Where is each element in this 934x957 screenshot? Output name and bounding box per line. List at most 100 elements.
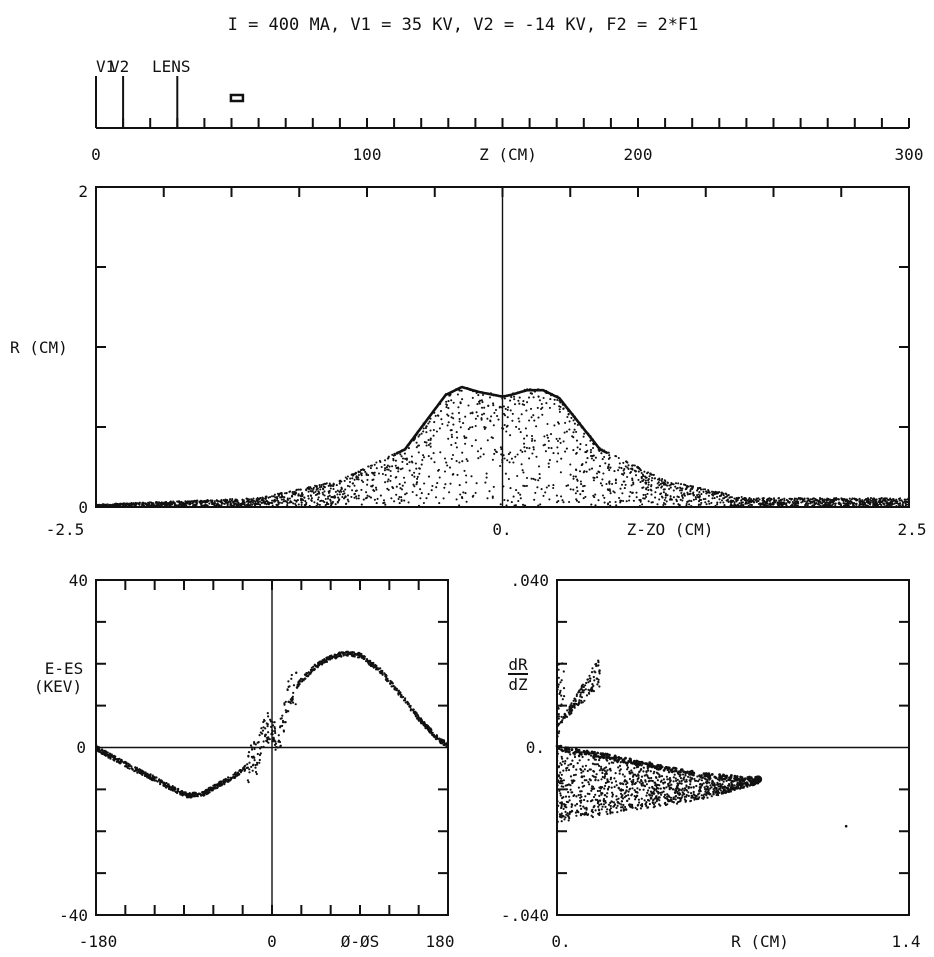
drdz-point (590, 789, 593, 792)
energy-point (273, 739, 276, 742)
r-vs-z-point (369, 467, 372, 470)
energy-point (287, 700, 290, 704)
drdz-point (579, 793, 582, 797)
drdz-point (730, 782, 733, 785)
r-vs-z-point (682, 483, 686, 486)
r-vs-z-point (467, 404, 470, 407)
drdz-point (560, 816, 563, 819)
drdz-point (590, 787, 593, 790)
drdz-point (615, 784, 618, 787)
r-vs-z-point (434, 414, 437, 417)
r-vs-z-point (584, 495, 587, 498)
r-vs-z-point (457, 406, 460, 409)
drdz-point (567, 764, 570, 767)
r-vs-z-point (463, 436, 466, 440)
r-vs-z-point (234, 502, 237, 505)
drdz-point (625, 785, 629, 789)
r-vs-z-point (714, 504, 717, 507)
energy-point (264, 727, 267, 730)
r-vs-z-point (313, 501, 316, 504)
r-vs-z-point (348, 485, 351, 488)
z-tick-label-200: 200 (624, 145, 653, 164)
z-axis-label: Z (CM) (479, 145, 537, 164)
r-vs-z-point (416, 475, 419, 478)
r-vs-z-point (555, 494, 558, 497)
drdz-point (662, 781, 665, 784)
r-vs-z-point (297, 503, 300, 506)
r-vs-z-point (220, 504, 223, 507)
r-vs-z-point (385, 466, 388, 469)
energy-point (350, 652, 353, 656)
energy-point (303, 677, 306, 680)
r-vs-z-point (464, 442, 467, 445)
drdz-point (638, 788, 641, 791)
drdz-point (568, 817, 571, 820)
drdz-point (570, 791, 573, 794)
drdz-point (597, 808, 601, 811)
r-vs-z-point (686, 493, 689, 496)
r-vs-z-point (343, 492, 346, 495)
r-vs-z-point (746, 499, 749, 502)
energy-point (182, 792, 185, 795)
drdz-point (571, 781, 574, 785)
r-vs-z-point (513, 395, 516, 398)
r-vs-z-point (186, 500, 189, 503)
r-vs-z-point (663, 498, 666, 502)
drdz-point (606, 769, 609, 772)
r-vs-z-point (752, 498, 755, 501)
drdz-point (674, 777, 677, 780)
r-vs-z-point (537, 504, 540, 507)
r-vs-z-point (375, 488, 378, 491)
r-vs-z-point (672, 502, 675, 505)
r-vs-z-point (455, 498, 458, 501)
drdz-point (631, 787, 634, 790)
r-vs-z-point (905, 503, 908, 506)
r-vs-z-point (534, 478, 537, 481)
r-vs-z-point (531, 437, 534, 440)
r-vs-z-point (605, 482, 608, 486)
energy-point (423, 721, 426, 724)
r-vs-z-point (575, 498, 578, 501)
r-vs-z-point (201, 504, 204, 507)
zz0-axis-label: Z-ZO (CM) (627, 520, 714, 539)
r-vs-z-point (585, 451, 588, 454)
r-vs-z-point (471, 396, 474, 399)
drdz-point (655, 771, 659, 774)
r-vs-z-point (415, 483, 418, 486)
drdz-point (565, 767, 568, 770)
drdz-point (639, 807, 643, 810)
drdz-point (674, 798, 677, 801)
r-vs-z-point (580, 483, 583, 486)
r-vs-z-point (634, 474, 638, 477)
energy-point (140, 770, 143, 773)
energy-point (214, 787, 217, 790)
drdz-point (622, 803, 625, 807)
r-vs-z-point (649, 472, 652, 475)
r-vs-z-point (718, 498, 721, 501)
r-vs-z-point (685, 486, 688, 489)
r-vs-z-point (357, 494, 360, 497)
drdz-point (559, 801, 562, 805)
energy-point (271, 730, 274, 733)
r-vs-z-point (228, 500, 231, 503)
r-vs-z-point (497, 418, 500, 421)
drdz-point (655, 799, 659, 803)
r-vs-z-point (471, 412, 474, 415)
drdz-point (616, 811, 619, 814)
r-vs-z-point (279, 492, 282, 495)
drdz-point (648, 802, 652, 806)
energy-point (304, 673, 307, 676)
r-vs-z-point (875, 504, 878, 507)
r-vs-z-point (178, 504, 181, 507)
r-vs-z-point (455, 431, 458, 434)
r-vs-z-point (617, 469, 620, 472)
drdz-point (608, 762, 611, 765)
r-vs-z-point (414, 462, 417, 465)
energy-point (431, 731, 434, 734)
r-vs-z-point (307, 497, 310, 500)
r-vs-z-point (422, 456, 426, 459)
energy-point (155, 779, 158, 782)
r-vs-z-point (574, 475, 577, 478)
energy-point (189, 793, 192, 796)
r-vs-z-point (415, 446, 418, 449)
